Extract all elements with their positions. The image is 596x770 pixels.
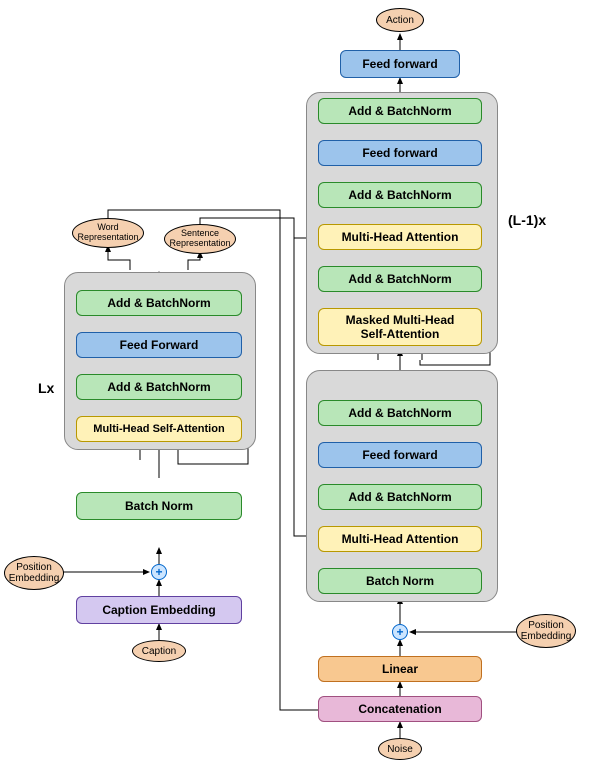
noise-ellipse: Noise bbox=[378, 738, 422, 760]
ff-e: Feed Forward bbox=[76, 332, 242, 358]
plus-left: + bbox=[151, 564, 167, 580]
add-bn-e1: Add & BatchNorm bbox=[76, 290, 242, 316]
add-bn-b1: Add & BatchNorm bbox=[318, 400, 482, 426]
mhsa-e: Multi-Head Self-Attention bbox=[76, 416, 242, 442]
add-bn-t2: Add & BatchNorm bbox=[318, 182, 482, 208]
mha-b: Multi-Head Attention bbox=[318, 526, 482, 552]
ff-t: Feed forward bbox=[318, 140, 482, 166]
plus-right: + bbox=[392, 624, 408, 640]
feed-forward-top: Feed forward bbox=[340, 50, 460, 78]
sentence-rep: Sentence Representation bbox=[164, 224, 236, 254]
ff-b: Feed forward bbox=[318, 442, 482, 468]
linear: Linear bbox=[318, 656, 482, 682]
pos-emb-left: Position Embedding bbox=[4, 556, 64, 590]
add-bn-e2: Add & BatchNorm bbox=[76, 374, 242, 400]
caption-embedding: Caption Embedding bbox=[76, 596, 242, 624]
concatenation: Concatenation bbox=[318, 696, 482, 722]
add-bn-t1: Add & BatchNorm bbox=[318, 98, 482, 124]
word-rep: Word Representation bbox=[72, 218, 144, 248]
action-ellipse: Action bbox=[376, 8, 424, 32]
add-bn-t3: Add & BatchNorm bbox=[318, 266, 482, 292]
bn-b: Batch Norm bbox=[318, 568, 482, 594]
add-bn-b2: Add & BatchNorm bbox=[318, 484, 482, 510]
caption-ellipse: Caption bbox=[132, 640, 186, 662]
lx-label: Lx bbox=[38, 380, 54, 396]
pos-emb-right: Position Embedding bbox=[516, 614, 576, 648]
masked-mhsa: Masked Multi-Head Self-Attention bbox=[318, 308, 482, 346]
bn-e: Batch Norm bbox=[76, 492, 242, 520]
mha-t: Multi-Head Attention bbox=[318, 224, 482, 250]
l-1-x-label: (L-1)x bbox=[508, 212, 546, 228]
